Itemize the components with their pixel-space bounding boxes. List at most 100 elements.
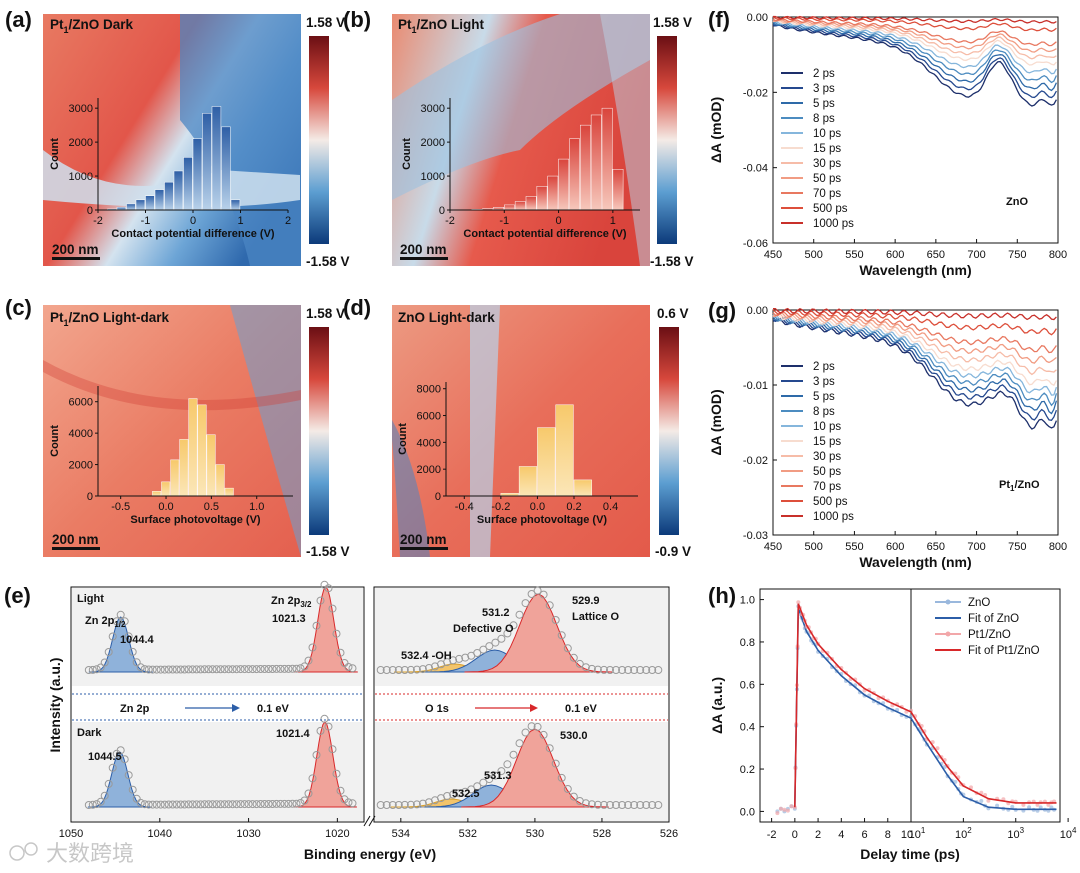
e-zn-light-data-point — [104, 648, 113, 656]
g-ytick-label: -0.01 — [743, 380, 768, 392]
e-o-data-point — [521, 728, 530, 737]
e-zn-light-data-point — [180, 665, 189, 674]
e-o-data-point — [593, 665, 602, 674]
e-zn-light-data-point — [324, 584, 333, 593]
e-zn-dark-data-point — [216, 800, 225, 809]
f-legend-label-4: 10 ps — [813, 128, 841, 140]
e-o-data-point — [624, 666, 633, 674]
g-legend-label-3: 8 ps — [813, 406, 835, 418]
f-xtick-label: 800 — [1049, 249, 1067, 261]
f-xlabel: Wavelength (nm) — [859, 262, 971, 278]
e-o-data-point — [388, 801, 397, 809]
g-series-8 — [772, 311, 1057, 354]
h-Pt1/ZnO-point — [935, 746, 940, 751]
h-Pt1/ZnO-point — [778, 806, 783, 811]
b-hist-xtick-label: 1 — [610, 215, 616, 227]
e-o-data-point — [618, 666, 627, 674]
e-zn-light-data-point — [108, 632, 117, 641]
f-xtick-label: 450 — [764, 249, 782, 261]
b-hist-bar-12 — [601, 107, 613, 211]
e-o-data-point — [479, 778, 488, 787]
e-zn-xtick-label: 1020 — [325, 828, 349, 840]
colorbar-b — [657, 36, 677, 244]
e-o-data-point — [533, 722, 542, 731]
f-legend-label-8: 70 ps — [813, 188, 841, 200]
e-o-data-point — [412, 800, 421, 809]
a-hist-bar-5 — [154, 189, 165, 211]
h-Pt1/ZnO-point — [785, 808, 790, 813]
e-o-data-point — [455, 789, 464, 798]
e-zn-dark-data-point — [284, 799, 293, 808]
e-o-data-point — [418, 665, 427, 674]
g-xtick-label: 700 — [967, 541, 985, 553]
colorbar-b-min: -1.58 V — [650, 254, 694, 269]
f-legend-label-7: 50 ps — [813, 173, 841, 185]
e-zn-shift-label: Zn 2p — [120, 703, 150, 715]
e-o-data-point — [551, 616, 560, 624]
e-zn-light-data-point — [256, 665, 265, 673]
e-zn-light-data-point — [212, 665, 221, 674]
e-zn-dark-data-point — [188, 800, 197, 809]
h-Pt1/ZnO-point — [789, 804, 794, 809]
e-o-data-point — [497, 634, 506, 643]
e-zn-dark-data-point — [200, 800, 209, 809]
e-o-data-point — [581, 799, 590, 808]
e-zn-dark-data-point — [144, 800, 153, 809]
g-ytick-label: 0.00 — [747, 305, 768, 317]
f-ytick-label: -0.04 — [743, 163, 768, 175]
e-zn-light-data-point — [224, 665, 233, 674]
a-hist-ytick-label: 2000 — [69, 137, 93, 149]
e-o-data-point — [654, 666, 663, 674]
e-zn-dark-data-point — [248, 800, 257, 809]
c-hist-xtick-label: -0.5 — [111, 501, 130, 513]
b-hist-bar-4 — [514, 201, 526, 211]
h-fit-ZnO — [794, 607, 1057, 811]
e-o-data-point — [642, 666, 651, 674]
e-o-data-point — [587, 664, 596, 673]
e-zn-2p12-label: Zn 2p1/2 — [85, 615, 126, 629]
e-zn-dark-data-point — [328, 745, 337, 754]
e-zn-dark-data-point — [132, 794, 141, 803]
c-hist-bar-1 — [161, 481, 171, 497]
e-zn-dark-2p32-pos: 1021.4 — [276, 728, 311, 740]
b-hist-xtick-label: -2 — [445, 215, 455, 227]
e-zn-dark-data-point — [240, 800, 249, 809]
e-zn-dark-data-point — [316, 726, 325, 735]
f-series-9 — [772, 16, 1057, 32]
colorbar-c-max: 1.58 V — [306, 306, 345, 321]
b-hist-bar-6 — [536, 185, 548, 211]
g-series-10 — [773, 307, 1057, 321]
d-hist-axes: -0.4 -0.2 0.0 0.2 0.4 0 2000 4000 6000 8000 Surfac… — [397, 382, 638, 526]
e-o-data-point — [461, 653, 470, 662]
h-Pt1/ZnO-point — [1021, 802, 1026, 807]
h-Pt1/ZnO-point — [1046, 802, 1051, 807]
g-legend-label-5: 15 ps — [813, 436, 841, 448]
e-zn-dark-data-point — [208, 800, 217, 809]
c-hist-bar-2 — [170, 459, 180, 497]
h-legend-label-0: ZnO — [968, 597, 990, 609]
e-zn-light-data-point — [248, 665, 257, 674]
e-o-light-defective-pos: 531.2 — [482, 607, 510, 619]
e-o-data-point — [569, 653, 578, 662]
f-legend-label-0: 2 ps — [813, 68, 835, 80]
b-hist-bar-3 — [504, 204, 515, 211]
panel-label-c: (c) — [5, 295, 32, 320]
a-hist-bar-10 — [202, 113, 212, 211]
e-o-data-point — [527, 590, 536, 598]
e-zn-light-data-point — [96, 663, 105, 672]
e-o-data-point — [479, 645, 488, 654]
d-hist-xlabel: Surface photovoltage (V) — [477, 514, 608, 526]
h-ytick-label: 0.2 — [740, 764, 755, 776]
e-zn-light-data-point — [340, 659, 349, 667]
e-dark-label: Dark — [77, 727, 102, 739]
e-o-data-point — [449, 656, 458, 665]
e-zn-dark-data-point — [228, 800, 237, 809]
h-Pt1/ZnO-point — [986, 798, 991, 803]
e-zn-dark-data-point — [104, 779, 113, 788]
h-xtick-label: 4 — [838, 829, 844, 841]
e-o-dark-defective-pos: 531.3 — [484, 770, 512, 782]
d-hist-ytick-label: 0 — [435, 491, 441, 503]
h-ytick-label: 1.0 — [740, 595, 755, 607]
f-series-0 — [772, 24, 1057, 107]
e-zn-dark-data-point — [220, 800, 229, 809]
